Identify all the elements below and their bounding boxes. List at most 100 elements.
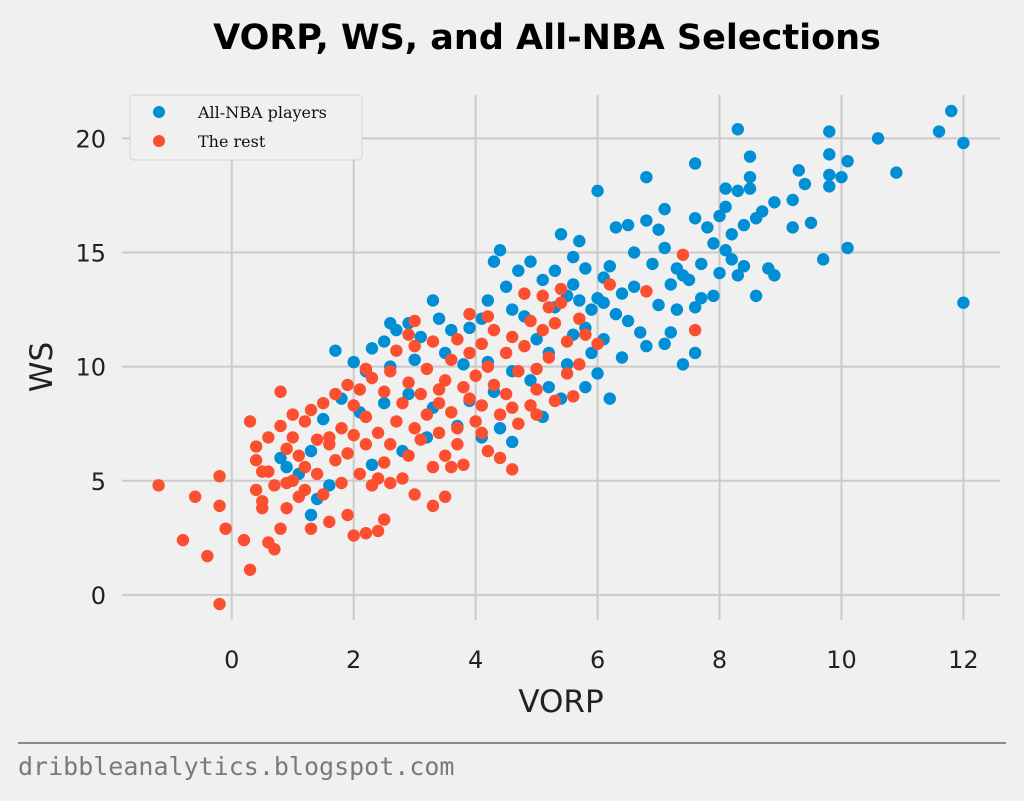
data-point xyxy=(548,317,562,330)
data-point xyxy=(506,435,519,449)
data-point xyxy=(609,221,623,234)
data-point xyxy=(280,460,293,474)
x-tick-label: 10 xyxy=(826,646,857,674)
data-point xyxy=(347,529,360,542)
data-point xyxy=(658,241,671,255)
data-point xyxy=(274,522,287,535)
data-point xyxy=(542,301,556,314)
data-point xyxy=(676,248,690,261)
data-point xyxy=(804,216,818,230)
data-point xyxy=(445,353,458,366)
data-point xyxy=(585,346,598,360)
data-point xyxy=(506,330,519,344)
data-point xyxy=(408,422,421,435)
data-point xyxy=(347,428,360,442)
data-point xyxy=(695,257,708,271)
data-point xyxy=(457,380,470,394)
data-point xyxy=(323,515,336,529)
data-point xyxy=(243,415,257,428)
data-point xyxy=(384,476,397,490)
data-point xyxy=(475,337,488,351)
data-point xyxy=(560,335,574,348)
data-point xyxy=(463,346,476,360)
data-point xyxy=(426,499,440,513)
data-point xyxy=(536,273,549,287)
data-point xyxy=(548,264,562,277)
legend-label-all-nba: All-NBA players xyxy=(197,103,327,122)
data-point xyxy=(396,396,409,410)
grid xyxy=(122,95,1000,620)
data-point xyxy=(262,431,275,444)
data-point xyxy=(652,223,665,236)
data-point xyxy=(688,212,702,225)
data-point xyxy=(457,458,470,471)
data-point xyxy=(237,533,251,547)
data-point xyxy=(713,266,726,280)
data-point xyxy=(353,383,366,396)
data-point xyxy=(871,132,885,145)
data-point xyxy=(512,264,525,277)
data-point xyxy=(823,148,836,161)
data-point xyxy=(292,449,306,462)
data-point xyxy=(274,419,287,433)
data-point xyxy=(640,339,653,353)
data-point xyxy=(731,269,745,282)
data-point xyxy=(640,170,653,184)
x-tick-label: 12 xyxy=(948,646,979,674)
data-point xyxy=(408,488,421,501)
data-point xyxy=(530,383,543,396)
data-point xyxy=(957,136,970,150)
x-axis-label: VORP xyxy=(518,684,603,720)
data-point xyxy=(518,287,531,300)
data-point xyxy=(304,508,318,522)
data-point xyxy=(493,244,507,257)
x-axis-ticks: 0 2 4 6 8 10 12 xyxy=(224,646,979,674)
data-point xyxy=(213,469,226,483)
data-point xyxy=(530,362,543,376)
legend: All-NBA players The rest xyxy=(129,94,363,161)
data-point xyxy=(359,362,373,376)
data-point xyxy=(536,323,549,337)
data-point xyxy=(823,168,836,182)
data-point xyxy=(286,408,299,421)
data-point xyxy=(719,244,732,257)
data-point xyxy=(438,449,452,462)
data-point xyxy=(609,307,623,321)
data-point xyxy=(201,549,214,563)
data-point xyxy=(384,317,397,330)
data-point xyxy=(445,460,458,474)
data-point xyxy=(591,291,604,305)
data-point xyxy=(481,360,495,373)
data-point xyxy=(719,200,732,214)
data-point xyxy=(688,323,702,337)
data-point xyxy=(243,563,257,576)
data-point xyxy=(268,543,281,556)
data-point xyxy=(359,527,373,540)
data-point xyxy=(749,289,763,303)
data-point xyxy=(463,392,476,405)
data-point xyxy=(414,387,427,401)
data-point xyxy=(371,524,385,538)
data-point xyxy=(524,255,537,268)
data-point xyxy=(280,442,293,456)
data-point xyxy=(627,280,641,293)
data-point xyxy=(506,463,519,476)
data-point xyxy=(890,166,903,179)
data-point xyxy=(365,371,379,385)
data-point xyxy=(414,330,427,344)
data-point xyxy=(676,269,690,282)
x-tick-label: 6 xyxy=(590,646,605,674)
data-point xyxy=(481,294,495,307)
data-point xyxy=(603,392,616,405)
data-point xyxy=(268,479,281,492)
data-point xyxy=(725,228,738,241)
data-point xyxy=(566,250,580,264)
data-point xyxy=(310,467,324,481)
x-tick-label: 4 xyxy=(468,646,483,674)
data-point xyxy=(823,125,836,138)
data-point xyxy=(512,364,525,378)
data-point xyxy=(542,351,556,364)
data-point xyxy=(317,488,330,501)
data-point xyxy=(493,451,507,465)
